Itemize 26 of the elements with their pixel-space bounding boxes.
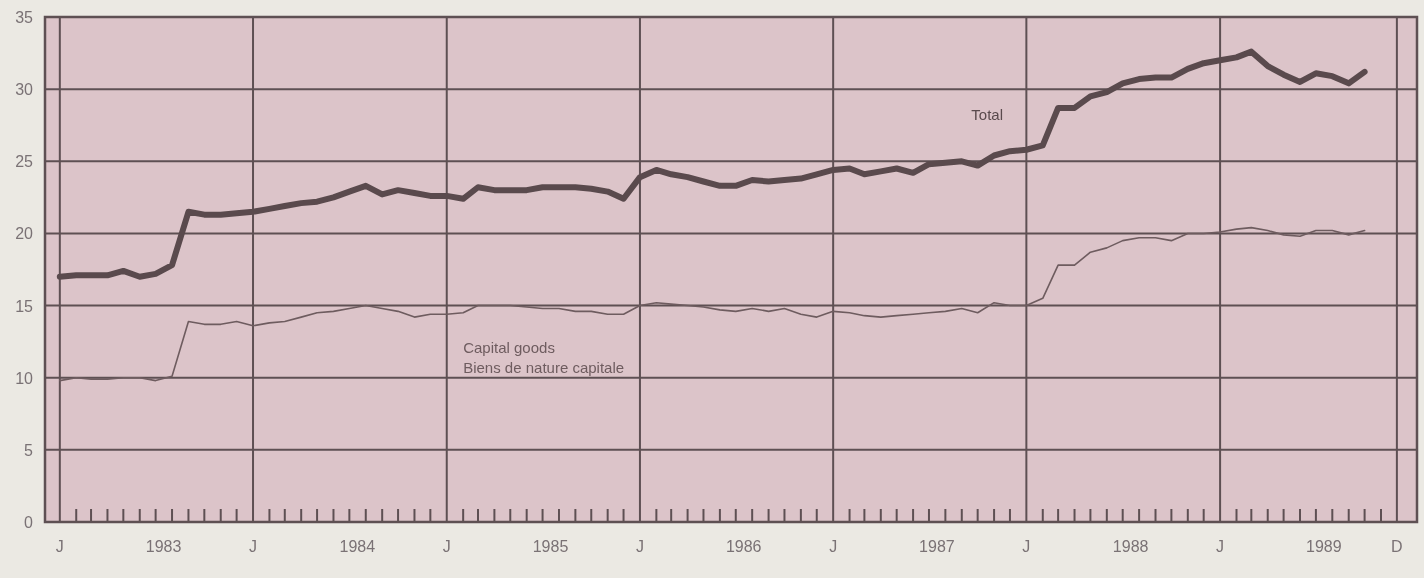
x-tick-label: 1984	[339, 538, 376, 555]
y-tick-label: 15	[15, 297, 34, 315]
x-tick-label: 1988	[1112, 538, 1149, 555]
x-tick-label: 1987	[919, 538, 955, 555]
x-tick-label: 1989	[1306, 538, 1342, 555]
x-tick-label: J	[442, 538, 451, 555]
x-tick-label: J	[635, 538, 644, 555]
y-tick-label: 10	[15, 369, 34, 387]
y-tick-label: 5	[24, 441, 34, 459]
x-tick-label: 1985	[532, 538, 569, 555]
line-series	[59, 226, 1366, 382]
x-tick-label: 1983	[145, 538, 182, 555]
y-tick-label: 0	[24, 514, 34, 531]
y-tick-label: 20	[15, 225, 34, 243]
x-tick-label: J	[829, 538, 838, 555]
x-tick-label: J	[1022, 538, 1031, 555]
y-tick-label: 25	[15, 153, 34, 171]
series-label: Capital goods Biens de nature capitale	[463, 338, 625, 376]
x-tick-label: J	[55, 538, 64, 555]
x-tick-label: J	[1216, 538, 1225, 555]
y-tick-label: 30	[15, 81, 34, 99]
y-tick-label: 35	[15, 9, 34, 26]
x-tick-label: 1986	[725, 538, 762, 555]
series-label: Total	[971, 105, 1004, 123]
x-tick-label: J	[249, 538, 258, 555]
x-tick-label: D	[1391, 538, 1403, 555]
